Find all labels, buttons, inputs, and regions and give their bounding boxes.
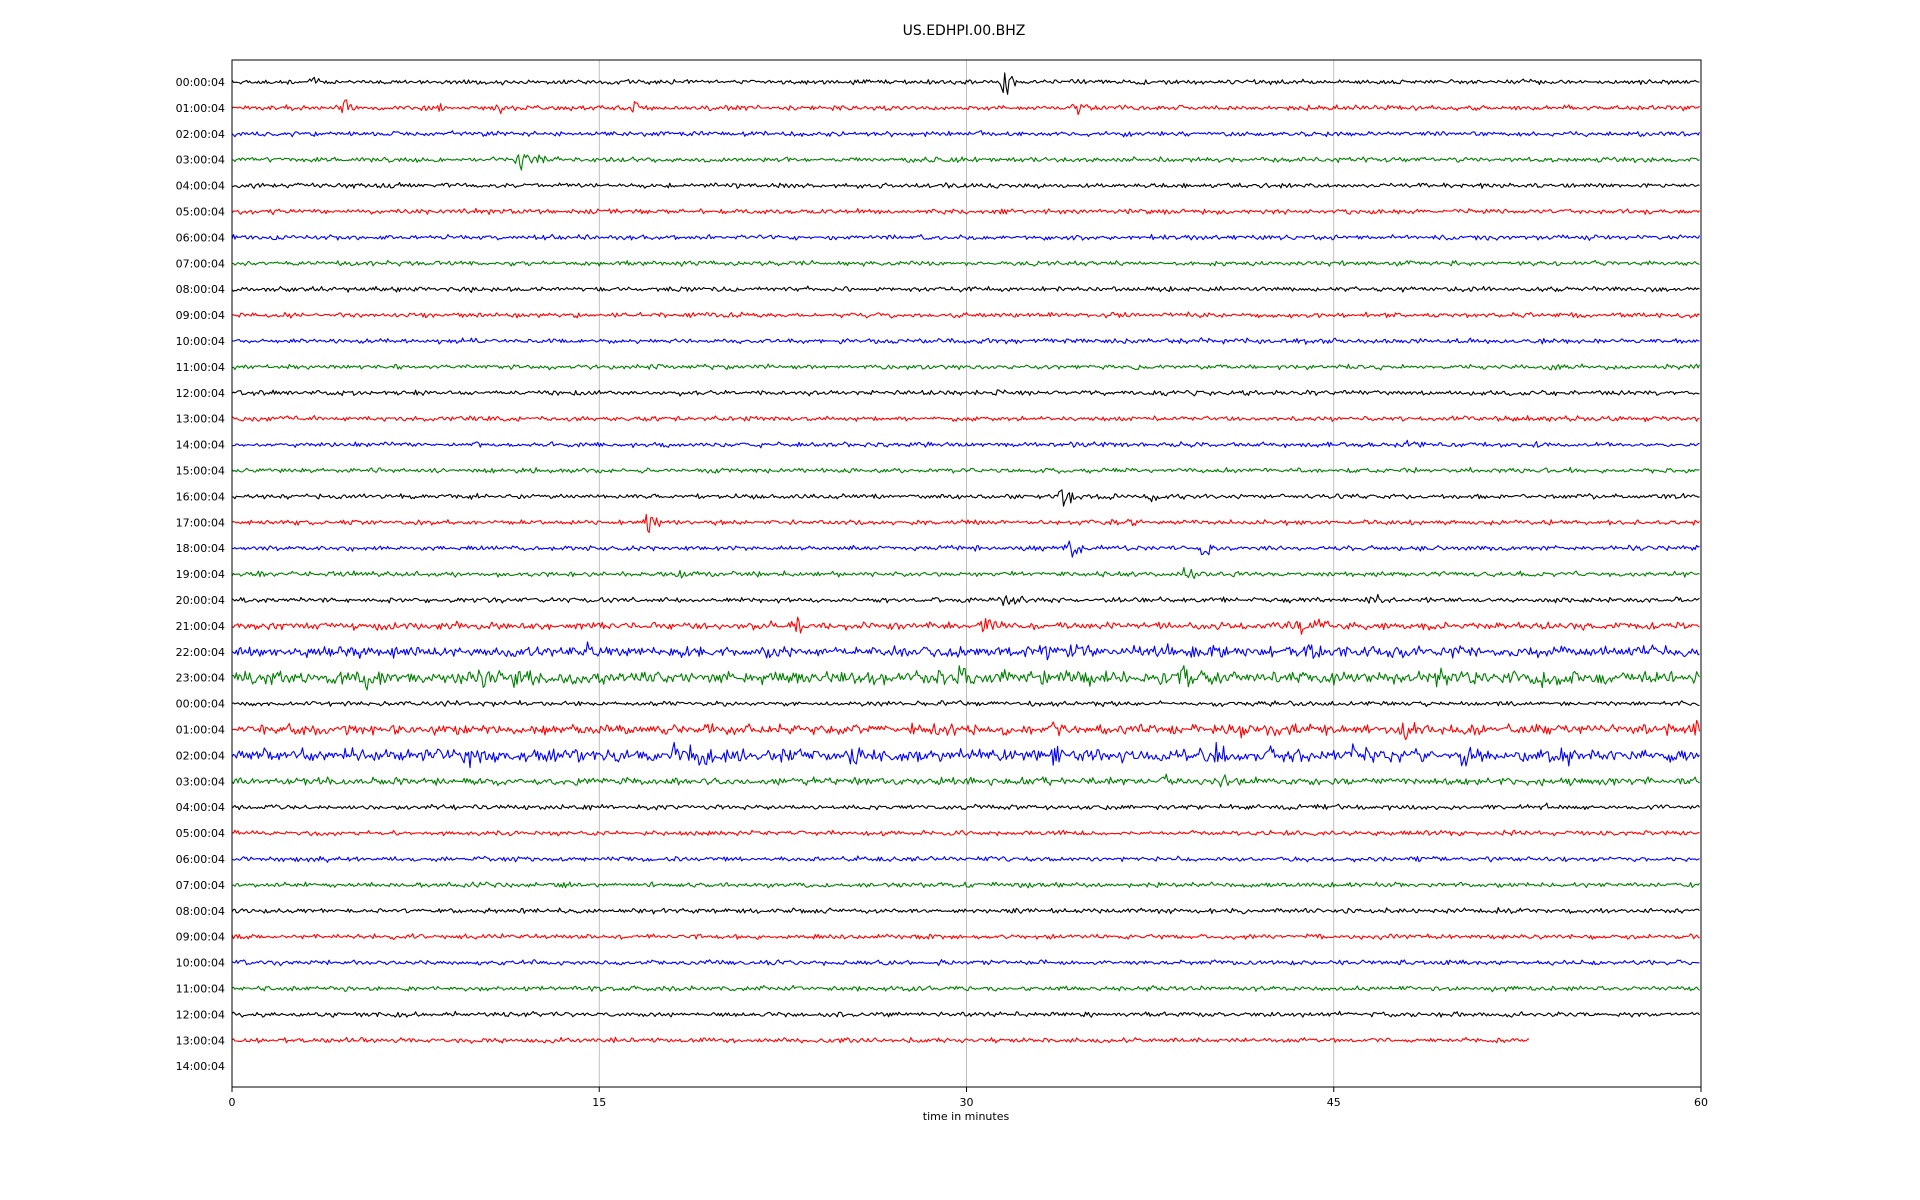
trace-line (231, 984, 1700, 993)
trace-line (231, 1036, 1530, 1044)
row-time-label: 06:00:04 (176, 231, 225, 244)
row-time-label: 19:00:04 (176, 568, 225, 581)
row-time-label: 12:00:04 (176, 387, 225, 400)
row-time-label: 12:00:04 (176, 1008, 225, 1021)
row-time-label: 00:00:04 (176, 698, 225, 711)
trace-line (231, 773, 1700, 788)
trace-line (231, 154, 1700, 171)
row-time-label: 14:00:04 (176, 439, 225, 452)
trace-line (231, 959, 1700, 967)
grid-lines (598, 60, 1335, 1087)
trace-line (231, 719, 1701, 741)
row-time-label: 05:00:04 (176, 827, 225, 840)
trace-line (231, 802, 1700, 811)
x-axis-label: time in minutes (923, 1110, 1010, 1123)
trace-line (231, 933, 1700, 941)
trace-line (231, 907, 1700, 915)
trace-line (231, 466, 1700, 474)
trace-line (231, 207, 1700, 216)
row-time-label: 09:00:04 (176, 309, 225, 322)
x-tick-label: 30 (960, 1096, 974, 1109)
trace-line (231, 181, 1700, 189)
row-time-label: 10:00:04 (176, 335, 225, 348)
trace-line (231, 233, 1700, 241)
row-time-label: 06:00:04 (176, 853, 225, 866)
trace-line (231, 641, 1700, 661)
row-time-label: 09:00:04 (176, 931, 225, 944)
row-time-label: 18:00:04 (176, 542, 225, 555)
trace-line (231, 513, 1700, 534)
trace-line (231, 1010, 1700, 1018)
x-tick-label: 60 (1694, 1096, 1708, 1109)
x-tick-label: 45 (1327, 1096, 1341, 1109)
row-time-label: 07:00:04 (176, 879, 225, 892)
row-time-label: 13:00:04 (176, 1034, 225, 1047)
row-time-label: 03:00:04 (176, 154, 225, 167)
row-time-label: 22:00:04 (176, 646, 225, 659)
row-time-label: 02:00:04 (176, 128, 225, 141)
row-time-label: 21:00:04 (176, 620, 225, 633)
row-time-label: 02:00:04 (176, 749, 225, 762)
row-time-label: 17:00:04 (176, 516, 225, 529)
row-time-label: 11:00:04 (176, 361, 225, 374)
row-time-labels: 00:00:04 01:00:04 02:00:04 03:00:04 04:00:04… (176, 76, 225, 1073)
row-time-label: 11:00:04 (176, 983, 225, 996)
trace-line (231, 99, 1700, 116)
x-tick-label: 15 (592, 1096, 606, 1109)
trace-line (231, 566, 1700, 580)
row-time-label: 05:00:04 (176, 206, 225, 219)
row-time-label: 01:00:04 (176, 102, 225, 115)
trace-line (231, 259, 1700, 267)
row-time-label: 00:00:04 (176, 76, 225, 89)
trace-line (231, 699, 1700, 708)
trace-line (231, 285, 1700, 293)
row-time-label: 15:00:04 (176, 465, 225, 478)
row-time-label: 13:00:04 (176, 413, 225, 426)
trace-line (231, 741, 1700, 769)
row-time-label: 16:00:04 (176, 490, 225, 503)
x-axis-ticks: 0 15 30 45 60 (229, 1087, 1708, 1109)
trace-line (231, 311, 1700, 319)
trace-rows (231, 72, 1701, 1044)
trace-line (231, 439, 1700, 449)
trace-line (232, 665, 1700, 691)
trace-line (231, 363, 1701, 371)
trace-line (231, 72, 1700, 95)
trace-line (231, 130, 1700, 138)
trace-line (231, 415, 1700, 423)
row-time-label: 23:00:04 (176, 672, 225, 685)
trace-line (231, 829, 1700, 837)
trace-line (231, 540, 1700, 558)
trace-line (231, 389, 1700, 397)
row-time-label: 08:00:04 (176, 905, 225, 918)
trace-line (232, 489, 1700, 507)
row-time-label: 14:00:04 (176, 1060, 225, 1073)
row-time-label: 04:00:04 (176, 801, 225, 814)
row-time-label: 08:00:04 (176, 283, 225, 296)
trace-line (231, 337, 1700, 345)
trace-line (231, 881, 1700, 889)
row-time-label: 07:00:04 (176, 257, 225, 270)
trace-line (231, 616, 1700, 635)
trace-line (231, 593, 1700, 607)
row-time-label: 04:00:04 (176, 180, 225, 193)
row-time-label: 01:00:04 (176, 724, 225, 737)
row-time-label: 10:00:04 (176, 957, 225, 970)
row-time-label: 03:00:04 (176, 775, 225, 788)
x-tick-label: 0 (229, 1096, 236, 1109)
chart-title: US.EDHPI.00.BHZ (903, 23, 1026, 39)
trace-line (231, 855, 1700, 863)
row-time-label: 20:00:04 (176, 594, 225, 607)
